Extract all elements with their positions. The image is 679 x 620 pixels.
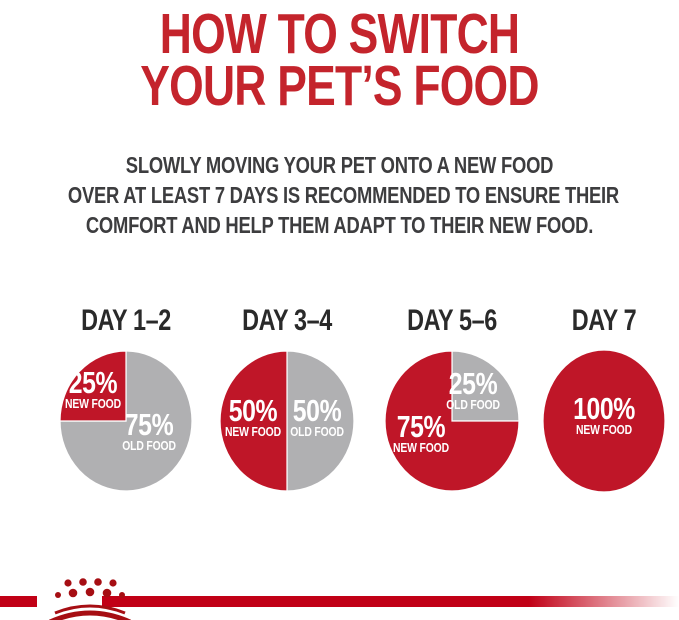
royal-canin-crown-icon (48, 578, 132, 620)
day-5-6-heading: DAY 5–6 (407, 304, 497, 337)
day-7-new-food-label: 100% NEW FOOD (573, 391, 635, 437)
subtitle-line-1: SLOWLY MOVING YOUR PET ONTO A NEW FOOD (125, 152, 554, 178)
pie-slice-old-food (451, 350, 520, 422)
slice-name: NEW FOOD (393, 440, 449, 455)
day-3-4-heading: DAY 3–4 (242, 304, 332, 337)
page-title-line-2: YOUR PET’S FOOD (140, 54, 539, 118)
day-1-2-heading: DAY 1–2 (81, 304, 171, 337)
pie-chart-day-1-2 (59, 350, 193, 492)
pie-slice-new-food (59, 350, 127, 422)
subtitle-line-3: COMFORT AND HELP THEM ADAPT TO THEIR NEW… (85, 212, 594, 238)
pct-value: 25% (448, 366, 498, 401)
divider-bar-right (102, 596, 679, 607)
slice-name: OLD FOOD (290, 424, 344, 439)
day-5-6-new-food-label: 75% NEW FOOD (393, 409, 449, 455)
day-5-6-old-food-label: 25% OLD FOOD (446, 366, 500, 412)
pct-value: 75% (396, 409, 446, 444)
divider-bar-left (0, 596, 37, 607)
pct-value: 50% (292, 393, 342, 428)
pct-value: 25% (68, 365, 118, 400)
slice-name: NEW FOOD (225, 424, 281, 439)
pie-slice-new-food (384, 350, 520, 492)
pie-slice-old-food (286, 350, 355, 492)
pie-slice-new-food (219, 350, 288, 492)
page-title-line-1: HOW TO SWITCH (159, 2, 520, 66)
pct-value: 100% (573, 391, 635, 426)
day-1-2-new-food-label: 25% NEW FOOD (65, 365, 121, 411)
slice-name: OLD FOOD (122, 438, 176, 453)
pie-chart-day-3-4 (219, 350, 355, 492)
slice-name: OLD FOOD (446, 397, 500, 412)
day-3-4-new-food-label: 50% NEW FOOD (225, 393, 281, 439)
slice-name: NEW FOOD (576, 422, 632, 437)
slice-name: NEW FOOD (65, 396, 121, 411)
day-1-2-old-food-label: 75% OLD FOOD (122, 407, 176, 453)
day-7-heading: DAY 7 (571, 304, 637, 337)
pie-slice-new-food (542, 349, 666, 493)
pie-chart-day-5-6 (384, 350, 520, 492)
day-3-4-old-food-label: 50% OLD FOOD (290, 393, 344, 439)
pie-chart-day-7 (542, 349, 666, 493)
pct-value: 50% (228, 393, 278, 428)
pct-value: 75% (124, 407, 174, 442)
subtitle-line-2: OVER AT LEAST 7 DAYS IS RECOMMENDED TO E… (67, 182, 619, 208)
